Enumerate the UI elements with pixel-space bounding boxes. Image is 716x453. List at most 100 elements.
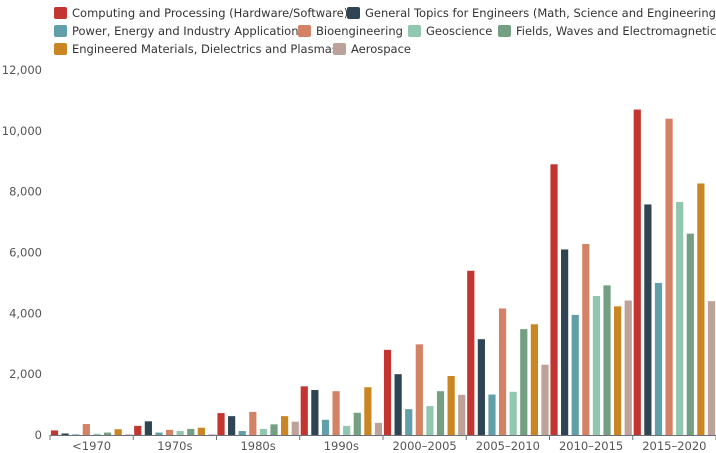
x-tick-label: <1970 <box>72 439 111 453</box>
bar-engineered-materials-dielectrics-and-plasmas <box>447 375 455 435</box>
bar-aerospace <box>374 422 383 435</box>
bar-power-energy-and-industry-applications <box>238 431 246 435</box>
bar-aerospace <box>624 300 632 435</box>
bar-power-energy-and-industry-applications <box>155 432 163 435</box>
bar-bioengineering <box>82 424 90 435</box>
bar-computing-and-processing-hardware-software <box>134 425 142 435</box>
bar-bioengineering <box>582 243 590 435</box>
legend-item-aerospace[interactable]: Aerospace <box>333 42 411 56</box>
bar-computing-and-processing-hardware-software <box>550 164 558 435</box>
bar-bioengineering <box>415 344 423 435</box>
x-axis: <1970 1970s 1980s 1990s 2000–2005 2005–2010 20… <box>49 435 716 453</box>
bar-power-energy-and-industry-applications <box>654 282 663 435</box>
bar-aerospace <box>707 301 716 435</box>
legend-label: Fields, Waves and Electromagnetics <box>516 24 716 38</box>
bar-power-energy-and-industry-applications <box>571 314 579 435</box>
bar-geoscience <box>509 391 517 435</box>
bar-bioengineering <box>165 429 174 435</box>
y-tick-label: 6,000 <box>9 246 42 260</box>
bar-engineered-materials-dielectrics-and-plasmas <box>697 183 705 435</box>
bar-general-topics-for-engineers-math-science-and-engineering <box>144 421 152 435</box>
bar-geoscience <box>259 428 268 435</box>
bar-engineered-materials-dielectrics-and-plasmas <box>530 324 538 435</box>
bar-engineered-materials-dielectrics-and-plasmas <box>114 429 122 435</box>
legend-label: Computing and Processing (Hardware/Softw… <box>72 6 349 20</box>
bar-bioengineering <box>249 411 257 435</box>
legend-label: Engineered Materials, Dielectrics and Pl… <box>72 42 338 56</box>
bar-engineered-materials-dielectrics-and-plasmas <box>197 427 205 435</box>
bar-geoscience <box>426 406 434 435</box>
bar-computing-and-processing-hardware-software <box>467 270 475 435</box>
bars <box>50 109 716 436</box>
bar-bioengineering <box>665 118 673 436</box>
legend-swatch <box>298 25 311 37</box>
legend-swatch <box>54 43 67 55</box>
bar-fields-waves-and-electromagnetics <box>187 428 195 435</box>
legend-swatch <box>54 7 67 19</box>
bar-engineered-materials-dielectrics-and-plasmas <box>281 416 289 435</box>
bar-geoscience <box>592 295 601 435</box>
bar-power-energy-and-industry-applications <box>72 434 80 435</box>
x-tick-label: 2015–2020 <box>642 439 706 453</box>
legend-label: Power, Energy and Industry Applications <box>72 24 305 38</box>
bar-fields-waves-and-electromagnetics <box>436 391 445 435</box>
legend-swatch <box>408 25 421 37</box>
bar-computing-and-processing-hardware-software <box>50 430 59 435</box>
bar-computing-and-processing-hardware-software <box>300 386 308 435</box>
x-tick-label: 2000–2005 <box>392 439 456 453</box>
bar-computing-and-processing-hardware-software <box>217 413 225 435</box>
bar-bioengineering <box>332 391 340 435</box>
legend-item-power-energy-and-industry-applications[interactable]: Power, Energy and Industry Applications <box>54 24 305 38</box>
x-tick-label: 1990s <box>324 439 359 453</box>
legend-label: Geoscience <box>426 24 493 38</box>
y-tick-label: 4,000 <box>9 306 42 320</box>
bar-geoscience <box>176 431 184 435</box>
legend-item-engineered-materials-dielectrics-and-plasmas[interactable]: Engineered Materials, Dielectrics and Pl… <box>54 42 338 56</box>
bar-fields-waves-and-electromagnetics <box>270 424 278 435</box>
y-tick-label: 10,000 <box>2 124 42 138</box>
legend-label: Aerospace <box>351 42 411 56</box>
bar-fields-waves-and-electromagnetics <box>603 285 611 435</box>
bar-geoscience <box>676 202 684 435</box>
y-tick-label: 8,000 <box>9 185 42 199</box>
bar-general-topics-for-engineers-math-science-and-engineering <box>477 339 485 435</box>
y-tick-label: 2,000 <box>9 367 42 381</box>
legend-item-bioengineering[interactable]: Bioengineering <box>298 24 403 38</box>
y-axis: 0 2,000 4,000 6,000 8,000 10,000 12,000 <box>2 63 42 442</box>
legend-swatch <box>498 25 511 37</box>
bar-fields-waves-and-electromagnetics <box>103 432 112 435</box>
legend-item-computing-and-processing-hardware-software[interactable]: Computing and Processing (Hardware/Softw… <box>54 6 348 20</box>
bar-fields-waves-and-electromagnetics <box>520 329 528 435</box>
bar-bioengineering <box>498 308 507 435</box>
x-tick-label: 1980s <box>240 439 275 453</box>
bar-general-topics-for-engineers-math-science-and-engineering <box>311 389 319 435</box>
legend-item-general-topics-for-engineers-math-science-and-engineering[interactable]: General Topics for Engineers (Math, Scie… <box>347 6 716 20</box>
bar-fields-waves-and-electromagnetics <box>686 233 694 435</box>
legend-label: Bioengineering <box>316 24 403 38</box>
bar-power-energy-and-industry-applications <box>405 409 413 435</box>
bar-power-energy-and-industry-applications <box>321 419 330 435</box>
bar-engineered-materials-dielectrics-and-plasmas <box>614 306 622 435</box>
x-tick-label: 2010–2015 <box>559 439 623 453</box>
legend: Computing and Processing (Hardware/Softw… <box>0 0 716 64</box>
bar-computing-and-processing-hardware-software <box>633 109 641 436</box>
bar-geoscience <box>93 433 101 435</box>
bar-aerospace <box>208 434 216 435</box>
legend-item-geoscience[interactable]: Geoscience <box>408 24 492 38</box>
legend-swatch <box>333 43 346 55</box>
bar-fields-waves-and-electromagnetics <box>353 412 361 435</box>
legend-swatch <box>347 7 360 19</box>
legend-label: General Topics for Engineers (Math, Scie… <box>365 6 716 20</box>
bar-general-topics-for-engineers-math-science-and-engineering <box>61 433 69 435</box>
bar-general-topics-for-engineers-math-science-and-engineering <box>561 249 569 435</box>
y-tick-label: 0 <box>35 428 42 442</box>
bar-general-topics-for-engineers-math-science-and-engineering <box>394 374 402 435</box>
legend-swatch <box>54 25 67 37</box>
bar-aerospace <box>458 394 466 435</box>
bar-aerospace <box>541 364 549 435</box>
bar-power-energy-and-industry-applications <box>488 394 496 435</box>
bar-computing-and-processing-hardware-software <box>383 349 392 435</box>
legend-item-fields-waves-and-electromagnetics[interactable]: Fields, Waves and Electromagnetics <box>498 24 716 38</box>
bar-engineered-materials-dielectrics-and-plasmas <box>364 387 372 435</box>
